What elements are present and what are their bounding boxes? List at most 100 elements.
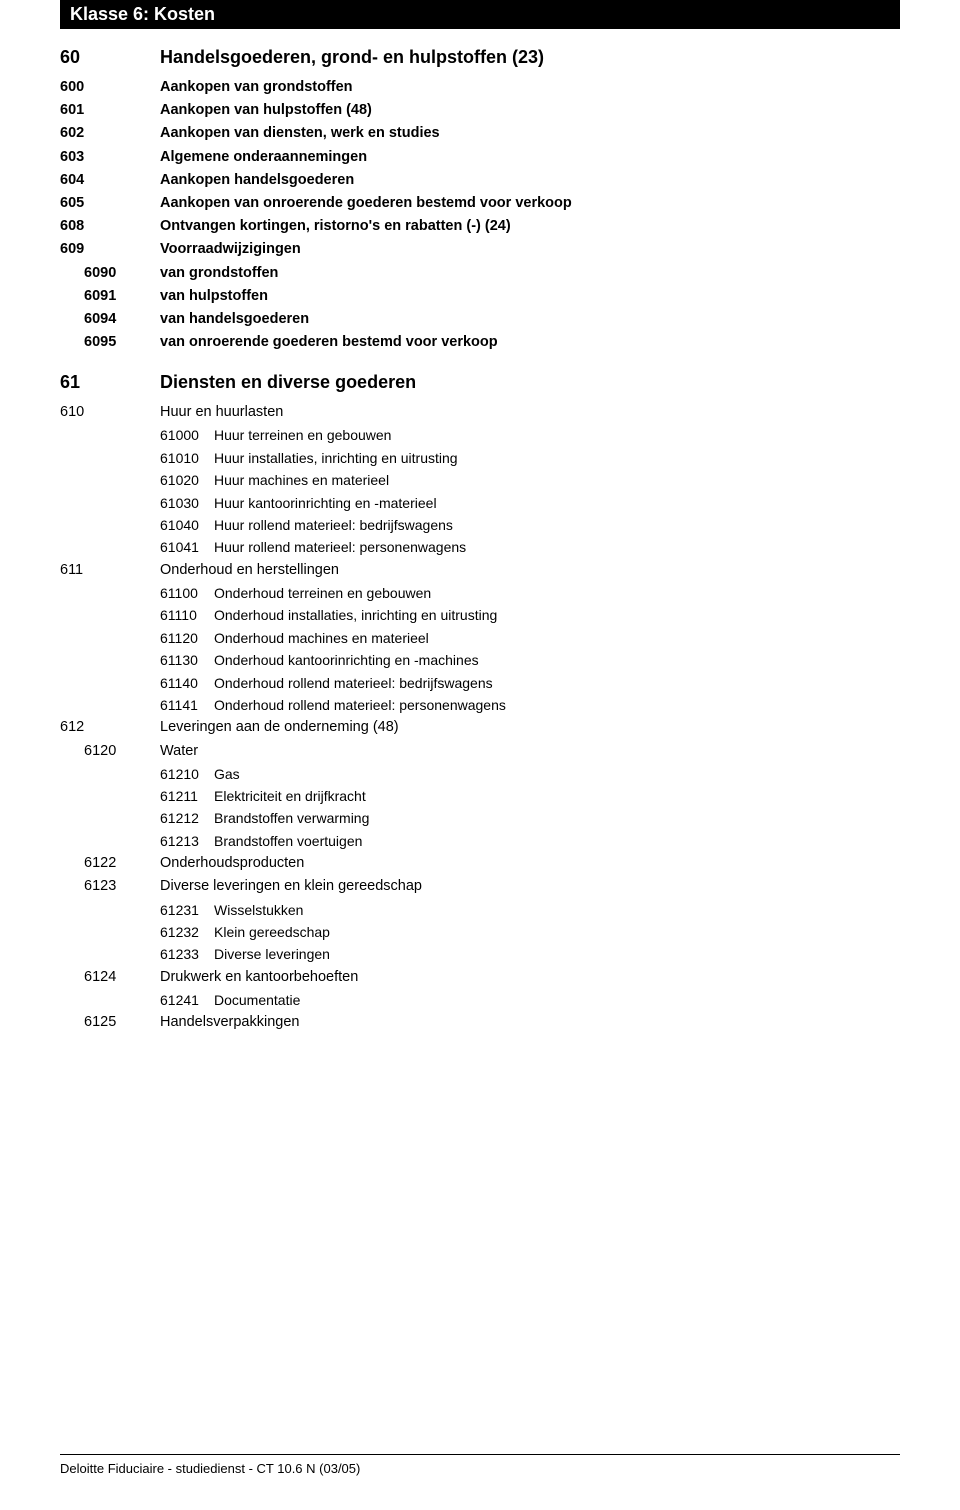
code: 61120 — [160, 627, 214, 649]
text: van hulpstoffen — [160, 285, 900, 308]
row-61040: 61040Huur rollend materieel: bedrijfswag… — [160, 514, 900, 536]
code: 6091 — [60, 285, 160, 308]
text: Brandstoffen voertuigen — [214, 830, 900, 852]
code: 61010 — [160, 447, 214, 469]
code: 6124 — [60, 966, 160, 989]
row-6122: 6122 Onderhoudsproducten — [60, 852, 900, 875]
row-61211: 61211Elektriciteit en drijfkracht — [160, 785, 900, 807]
block-6123: 61231Wisselstukken 61232Klein gereedscha… — [60, 899, 900, 966]
row-61000: 61000Huur terreinen en gebouwen — [160, 424, 900, 446]
row-61210: 61210Gas — [160, 763, 900, 785]
text: Diverse leveringen — [214, 943, 900, 965]
code: 6094 — [60, 308, 160, 331]
text: Documentatie — [214, 989, 900, 1011]
row-600: 600 Aankopen van grondstoffen — [60, 76, 900, 99]
text: Huur machines en materieel — [214, 469, 900, 491]
code: 6090 — [60, 262, 160, 285]
block-611: 61100Onderhoud terreinen en gebouwen 611… — [60, 582, 900, 716]
code: 601 — [60, 99, 160, 122]
code: 61212 — [160, 807, 214, 829]
row-61140: 61140Onderhoud rollend materieel: bedrij… — [160, 672, 900, 694]
code: 605 — [60, 192, 160, 215]
row-61020: 61020Huur machines en materieel — [160, 469, 900, 491]
row-6123: 6123 Diverse leveringen en klein gereeds… — [60, 875, 900, 898]
code: 61210 — [160, 763, 214, 785]
text: Ontvangen kortingen, ristorno's en rabat… — [160, 215, 900, 238]
code: 61030 — [160, 492, 214, 514]
row-6124: 6124 Drukwerk en kantoorbehoeften — [60, 966, 900, 989]
row-6120: 6120 Water — [60, 740, 900, 763]
row-61231: 61231Wisselstukken — [160, 899, 900, 921]
text: Huur en huurlasten — [160, 401, 900, 424]
text: Aankopen van onroerende goederen bestemd… — [160, 192, 900, 215]
code: 6123 — [60, 875, 160, 898]
row-611: 611 Onderhoud en herstellingen — [60, 559, 900, 582]
code: 603 — [60, 146, 160, 169]
text: Voorraadwijzigingen — [160, 238, 900, 261]
text: Elektriciteit en drijfkracht — [214, 785, 900, 807]
text: Wisselstukken — [214, 899, 900, 921]
code: 6122 — [60, 852, 160, 875]
row-61041: 61041Huur rollend materieel: personenwag… — [160, 536, 900, 558]
text: Aankopen handelsgoederen — [160, 169, 900, 192]
row-604: 604 Aankopen handelsgoederen — [60, 169, 900, 192]
row-612: 612 Leveringen aan de onderneming (48) — [60, 716, 900, 739]
text: Water — [160, 740, 900, 763]
code: 608 — [60, 215, 160, 238]
text: Leveringen aan de onderneming (48) — [160, 716, 900, 739]
row-609: 609 Voorraadwijzigingen — [60, 238, 900, 261]
code: 6095 — [60, 331, 160, 354]
row-6125: 6125 Handelsverpakkingen — [60, 1011, 900, 1034]
row-61232: 61232Klein gereedschap — [160, 921, 900, 943]
code: 61 — [60, 372, 160, 393]
code: 610 — [60, 401, 160, 424]
class-header: Klasse 6: Kosten — [60, 0, 900, 29]
row-610: 610 Huur en huurlasten — [60, 401, 900, 424]
row-602: 602 Aankopen van diensten, werk en studi… — [60, 122, 900, 145]
text: Gas — [214, 763, 900, 785]
row-61130: 61130Onderhoud kantoorinrichting en -mac… — [160, 649, 900, 671]
code: 612 — [60, 716, 160, 739]
text: Huur installaties, inrichting en uitrust… — [214, 447, 900, 469]
text: Algemene onderaannemingen — [160, 146, 900, 169]
text: Onderhoud installaties, inrichting en ui… — [214, 604, 900, 626]
code: 61020 — [160, 469, 214, 491]
text: Huur kantoorinrichting en -materieel — [214, 492, 900, 514]
text: Drukwerk en kantoorbehoeften — [160, 966, 900, 989]
text: Onderhoud en herstellingen — [160, 559, 900, 582]
text: Handelsverpakkingen — [160, 1011, 900, 1034]
text: Onderhoud rollend materieel: bedrijfswag… — [214, 672, 900, 694]
row-6095: 6095 van onroerende goederen bestemd voo… — [60, 331, 900, 354]
text: van onroerende goederen bestemd voor ver… — [160, 331, 900, 354]
code: 61040 — [160, 514, 214, 536]
code: 611 — [60, 559, 160, 582]
row-6091: 6091 van hulpstoffen — [60, 285, 900, 308]
code: 604 — [60, 169, 160, 192]
code: 61233 — [160, 943, 214, 965]
code: 61231 — [160, 899, 214, 921]
text: Huur terreinen en gebouwen — [214, 424, 900, 446]
block-610: 61000Huur terreinen en gebouwen 61010Huu… — [60, 424, 900, 558]
code: 61213 — [160, 830, 214, 852]
text: Onderhoud terreinen en gebouwen — [214, 582, 900, 604]
text: Klein gereedschap — [214, 921, 900, 943]
text: Onderhoudsproducten — [160, 852, 900, 875]
row-6090: 6090 van grondstoffen — [60, 262, 900, 285]
section-61-heading: 61 Diensten en diverse goederen — [60, 372, 900, 393]
row-61010: 61010Huur installaties, inrichting en ui… — [160, 447, 900, 469]
code: 600 — [60, 76, 160, 99]
code: 61241 — [160, 989, 214, 1011]
page-footer: Deloitte Fiduciaire - studiedienst - CT … — [60, 1454, 900, 1476]
row-608: 608 Ontvangen kortingen, ristorno's en r… — [60, 215, 900, 238]
text: Aankopen van grondstoffen — [160, 76, 900, 99]
code: 61232 — [160, 921, 214, 943]
text: Diverse leveringen en klein gereedschap — [160, 875, 900, 898]
row-61213: 61213Brandstoffen voertuigen — [160, 830, 900, 852]
row-601: 601 Aankopen van hulpstoffen (48) — [60, 99, 900, 122]
text: Onderhoud rollend materieel: personenwag… — [214, 694, 900, 716]
row-61233: 61233Diverse leveringen — [160, 943, 900, 965]
code: 6120 — [60, 740, 160, 763]
code: 6125 — [60, 1011, 160, 1034]
text: Aankopen van diensten, werk en studies — [160, 122, 900, 145]
text: van grondstoffen — [160, 262, 900, 285]
